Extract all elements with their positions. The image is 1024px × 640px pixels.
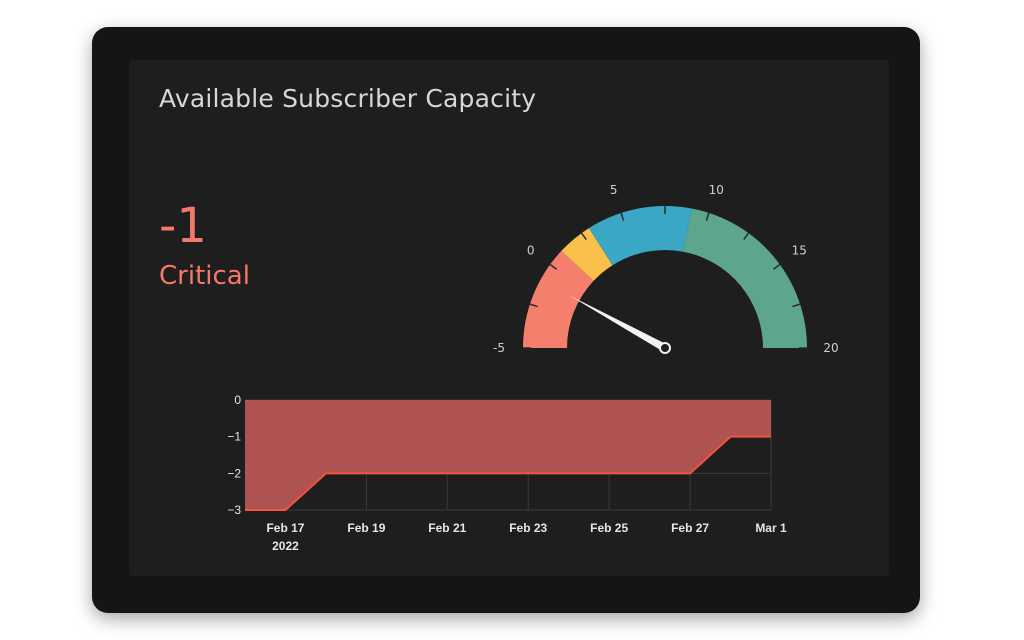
gauge-tick (529, 303, 538, 308)
y-tick-label: 0 (234, 393, 241, 407)
gauge-tick-label: 15 (792, 243, 807, 257)
gauge-tick-label: 5 (610, 183, 618, 197)
gauge-tick (705, 212, 710, 221)
x-tick-label: Feb 19 (347, 521, 385, 535)
gauge-needle (568, 295, 667, 352)
gauge-band-1 (561, 228, 613, 281)
x-tick-label: Feb 21 (428, 521, 466, 535)
x-tick-label: Feb 23 (509, 521, 547, 535)
panel-title: Available Subscriber Capacity (159, 84, 537, 113)
gauge-tick-label: 10 (709, 183, 724, 197)
x-tick-label: Feb 25 (590, 521, 628, 535)
series-line (245, 435, 771, 511)
gauge-tick (772, 263, 781, 270)
gauge-tick (792, 303, 801, 308)
capacity-gauge: -5 0 5 10 15 20 (493, 183, 839, 355)
gauge-tick (549, 263, 558, 270)
stat-status: Critical (159, 261, 250, 291)
capacity-trend-chart: 0 −1 −2 −3 Feb 17 2022 Feb 19 Feb 21 Feb 23 Feb 2… (227, 393, 787, 553)
gauge-tick-label: 20 (823, 341, 838, 355)
gauge-band-2 (588, 206, 692, 266)
y-tick-label: −3 (227, 503, 241, 517)
capacity-panel: Available Subscriber Capacity -1 Critica… (129, 60, 889, 576)
gauge-needle-hub (659, 342, 671, 354)
y-tick-label: −2 (227, 466, 241, 480)
gauge-tick (580, 232, 587, 241)
x-tick-label: Feb 17 (266, 521, 304, 535)
x-tick-sublabel: 2022 (272, 539, 299, 553)
gauge-band-0 (523, 250, 594, 348)
gauge-tick-label: 0 (527, 243, 535, 257)
gauge-tick (743, 232, 750, 241)
area-fill (245, 400, 771, 510)
gauge-band-3 (683, 208, 807, 348)
dashboard-frame: Available Subscriber Capacity -1 Critica… (92, 27, 920, 613)
gauge-tick (620, 212, 625, 221)
x-tick-label: Mar 1 (755, 521, 787, 535)
y-tick-label: −1 (227, 430, 241, 444)
x-tick-label: Feb 27 (671, 521, 709, 535)
stat-value: -1 (159, 198, 207, 254)
gauge-tick-label: -5 (493, 341, 505, 355)
